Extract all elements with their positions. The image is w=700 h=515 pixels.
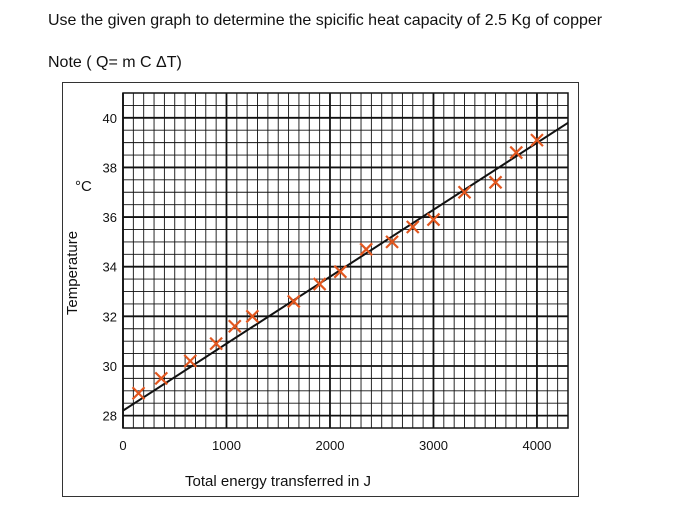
data-point-marker xyxy=(286,294,301,309)
question-text: Use the given graph to determine the spi… xyxy=(48,12,603,29)
y-tick-label: 38 xyxy=(103,160,117,175)
data-point-marker xyxy=(154,371,169,386)
y-tick-label: 32 xyxy=(103,309,117,324)
y-tick-label: 28 xyxy=(103,409,117,424)
formula-note: Note ( Q= m C ΔT) xyxy=(48,54,182,71)
x-tick-label: 4000 xyxy=(522,438,551,453)
data-point-marker xyxy=(209,336,223,351)
y-tick-label: 40 xyxy=(103,111,117,126)
y-tick-label: 36 xyxy=(103,210,117,225)
data-point-marker xyxy=(359,242,373,257)
x-tick-label: 0 xyxy=(119,438,126,453)
data-point-marker xyxy=(131,386,146,401)
temperature-energy-chart: 28 30 32 34 36 38 40 0 1000 2000 3000 4000 Total e… xyxy=(64,92,569,490)
chart-panel: 28 30 32 34 36 38 40 0 1000 2000 3000 4000 Total e… xyxy=(62,82,579,497)
y-tick-labels: 28 30 32 34 36 38 40 xyxy=(103,111,117,424)
data-point-marker xyxy=(509,145,524,160)
data-point-marker xyxy=(530,133,544,147)
y-axis-title: Temperature xyxy=(64,231,81,315)
x-tick-labels: 0 1000 2000 3000 4000 xyxy=(119,438,551,453)
data-point-marker xyxy=(245,309,260,324)
data-point-marker xyxy=(227,319,242,334)
y-tick-label: 34 xyxy=(103,260,117,275)
data-point-marker xyxy=(457,185,472,200)
data-point-marker xyxy=(385,235,399,249)
data-point-marker xyxy=(183,354,198,368)
grid xyxy=(122,92,569,429)
x-tick-label: 2000 xyxy=(316,438,345,453)
x-tick-label: 1000 xyxy=(212,438,241,453)
data-point-marker xyxy=(333,264,348,279)
y-tick-label: 30 xyxy=(103,359,117,374)
data-markers xyxy=(131,133,544,401)
data-point-marker xyxy=(312,277,327,291)
plot-area xyxy=(122,92,569,429)
x-tick-label: 3000 xyxy=(419,438,448,453)
y-axis-unit: °C xyxy=(75,178,92,195)
data-point-marker xyxy=(488,175,503,190)
data-point-marker xyxy=(405,220,420,234)
data-point-marker xyxy=(426,212,441,227)
x-axis-title: Total energy transferred in J xyxy=(185,473,371,490)
